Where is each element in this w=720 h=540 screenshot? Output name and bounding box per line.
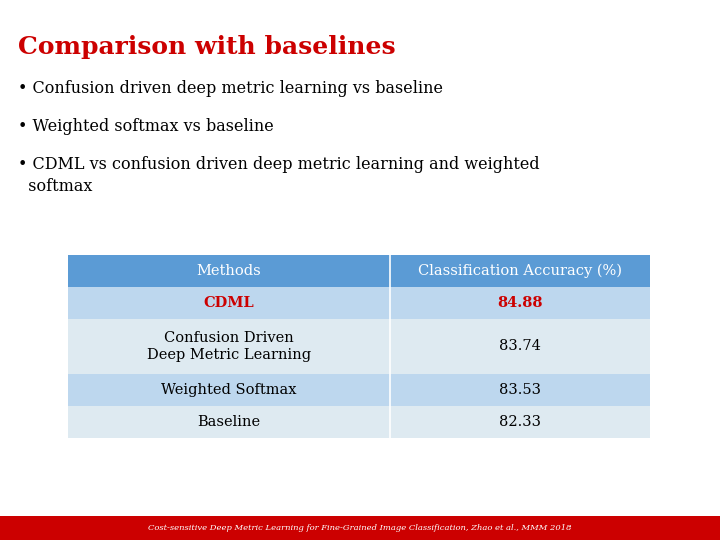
Bar [68,255,390,287]
Bar [68,319,390,374]
Text: Methods: Methods [197,264,261,278]
Text: 83.53: 83.53 [499,383,541,397]
Text: • Weighted softmax vs baseline: • Weighted softmax vs baseline [18,118,274,135]
Text: Baseline: Baseline [197,415,261,429]
Bar [390,406,650,438]
Bar [390,374,650,406]
Bar [0,516,720,540]
Text: 84.88: 84.88 [498,296,543,310]
Bar [68,287,390,319]
Bar [68,406,390,438]
Bar [390,319,650,374]
Text: Cost-sensitive Deep Metric Learning for Fine-Grained Image Classification, Zhao : Cost-sensitive Deep Metric Learning for … [148,524,572,532]
Text: 83.74: 83.74 [499,340,541,354]
Text: Confusion Driven
Deep Metric Learning: Confusion Driven Deep Metric Learning [147,331,311,362]
Text: Weighted Softmax: Weighted Softmax [161,383,297,397]
Bar [68,374,390,406]
Text: Comparison with baselines: Comparison with baselines [18,35,395,59]
Text: • Confusion driven deep metric learning vs baseline: • Confusion driven deep metric learning … [18,80,443,97]
Text: 82.33: 82.33 [499,415,541,429]
Bar [390,255,650,287]
Text: CDML: CDML [204,296,254,310]
Text: Classification Accuracy (%): Classification Accuracy (%) [418,264,622,278]
Text: • CDML vs confusion driven deep metric learning and weighted
  softmax: • CDML vs confusion driven deep metric l… [18,156,539,194]
Bar [390,287,650,319]
